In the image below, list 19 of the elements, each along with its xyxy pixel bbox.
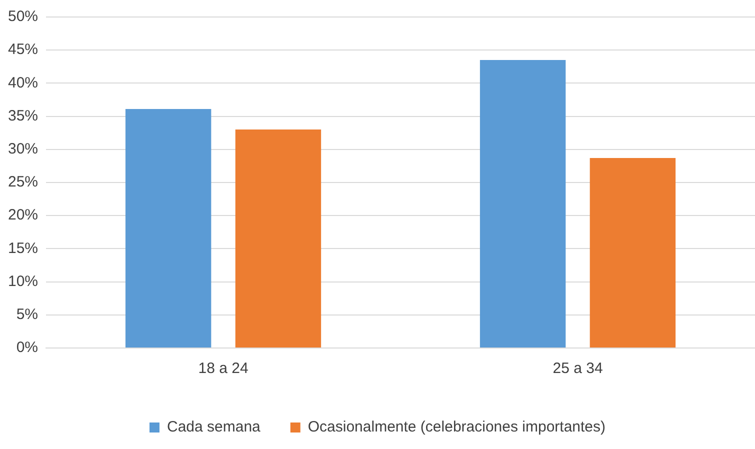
y-tick-label: 30%	[8, 140, 38, 158]
bar	[235, 130, 322, 348]
bar	[480, 60, 566, 348]
y-tick-label: 10%	[8, 272, 38, 290]
y-tick-label: 20%	[8, 206, 38, 224]
y-tick-label: 50%	[8, 8, 38, 26]
y-tick-label: 0%	[16, 339, 38, 356]
y-tick-label: 45%	[8, 41, 38, 58]
y-tick-label: 15%	[8, 240, 38, 257]
legend-label: Cada semana	[166, 418, 262, 436]
bar	[590, 158, 676, 348]
bar	[125, 109, 212, 348]
y-tick-label: 5%	[16, 306, 38, 324]
y-tick-label: 40%	[8, 74, 38, 92]
x-tick-label: 18 a 24	[198, 360, 248, 378]
x-tick-label: 25 a 34	[552, 360, 603, 378]
y-tick-label: 25%	[8, 174, 38, 191]
y-tick-label: 35%	[8, 107, 38, 124]
legend-label: Ocasionalmente (celebraciones importantes)	[308, 418, 606, 436]
